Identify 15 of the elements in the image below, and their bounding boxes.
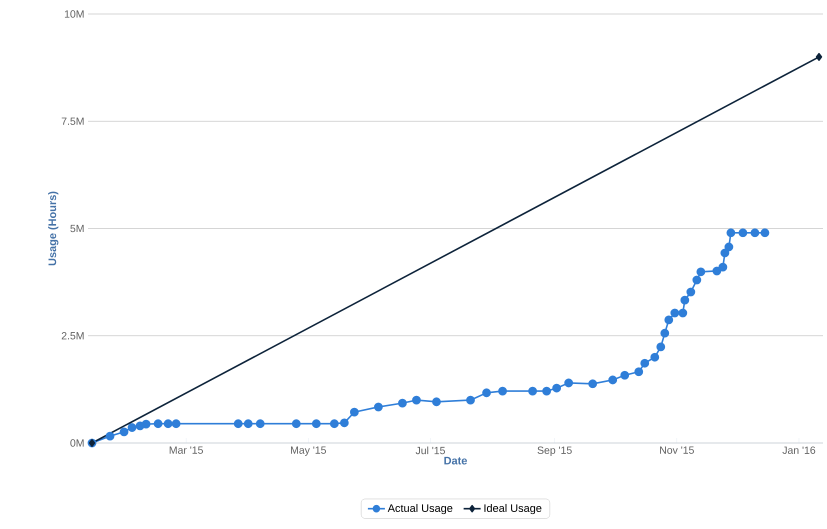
y-axis-title: Usage (Hours) [48,192,58,266]
x-tick-label: Jul '15 [416,446,445,454]
y-tick-label: 10M [64,10,84,18]
legend-label: Actual Usage [388,504,452,514]
x-tick-label: Nov '15 [660,446,694,454]
x-tick-label: Sep '15 [538,446,572,456]
y-tick-label: 2.5M [62,332,84,340]
y-tick-label: 7.5M [62,118,84,125]
x-tick-label: May '15 [291,446,326,456]
x-axis-title: Date [444,456,468,464]
x-tick-label: Jan '16 [782,446,816,454]
y-tick-label: 5M [70,224,84,232]
y-tick-label: 0M [70,439,84,447]
x-tick-label: Mar '15 [170,446,203,454]
legend-label: Ideal Usage [484,504,542,514]
